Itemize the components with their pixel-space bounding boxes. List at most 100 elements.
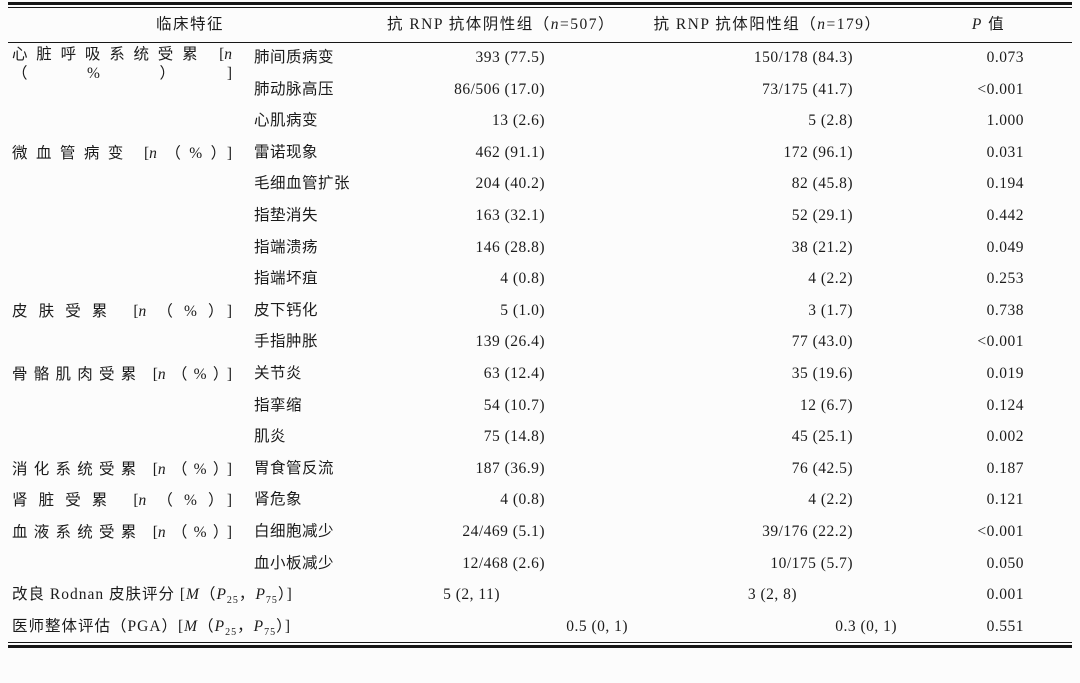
pos-value-cell: 172 (96.1) bbox=[783, 143, 854, 161]
table-row: 指端溃疡 146 (28.8) 38 (21.2) 0.049 bbox=[8, 232, 1072, 264]
category-cell: 心脏呼吸系统受累 [n （%）] bbox=[12, 45, 232, 82]
neg-value-cell: 63 (12.4) bbox=[483, 365, 546, 383]
subitem-cell: 心肌病变 bbox=[254, 112, 319, 130]
summary-row-rodnan-skin-score: 改良 Rodnan 皮肤评分 [M（P25，P75）] 5 (2, 11) 3 … bbox=[8, 579, 1072, 611]
p-value-cell: <0.001 bbox=[977, 333, 1025, 351]
neg-value-cell: 0.5 (0, 1) bbox=[566, 617, 629, 635]
subitem-cell: 肺间质病变 bbox=[254, 49, 335, 67]
p-value-cell: 0.049 bbox=[986, 238, 1025, 256]
subitem-cell: 毛细血管扩张 bbox=[254, 175, 351, 193]
p-value-cell: 0.073 bbox=[986, 49, 1025, 67]
p-value-cell: 0.019 bbox=[986, 365, 1025, 383]
table-row: 皮肤受累 [n（%）] 皮下钙化 5 (1.0) 3 (1.7) 0.738 bbox=[8, 295, 1072, 327]
table-row: 毛细血管扩张 204 (40.2) 82 (45.8) 0.194 bbox=[8, 168, 1072, 200]
neg-value-cell: 86/506 (17.0) bbox=[454, 80, 546, 98]
neg-value-cell: 13 (2.6) bbox=[491, 112, 546, 130]
category-cell: 医师整体评估（PGA）[M（P25，P75）] bbox=[12, 617, 291, 638]
table-bottom-rule bbox=[8, 642, 1072, 649]
neg-value-cell: 187 (36.9) bbox=[475, 459, 546, 477]
subitem-cell: 肺动脉高压 bbox=[254, 80, 335, 98]
p-value-cell: 0.253 bbox=[986, 270, 1025, 288]
pos-value-cell: 39/176 (22.2) bbox=[762, 523, 854, 541]
subitem-cell: 肌炎 bbox=[254, 428, 287, 446]
neg-value-cell: 462 (91.1) bbox=[475, 143, 546, 161]
table-header-row: 临床特征 抗 RNP 抗体阴性组（n=507） 抗 RNP 抗体阳性组（n=17… bbox=[8, 8, 1073, 42]
subitem-cell: 血小板减少 bbox=[254, 554, 335, 572]
neg-value-cell: 24/469 (5.1) bbox=[462, 523, 546, 541]
pos-value-cell: 45 (25.1) bbox=[791, 428, 854, 446]
pos-value-cell: 52 (29.1) bbox=[791, 207, 854, 225]
pos-value-cell: 82 (45.8) bbox=[791, 175, 854, 193]
neg-value-cell: 5 (2, 11) bbox=[443, 586, 501, 604]
table-body: 心脏呼吸系统受累 [n （%）] 肺间质病变 393 (77.5) 150/178 (8… bbox=[8, 42, 1072, 579]
table-row: 微血管病变 [n（%）] 雷诺现象 462 (91.1) 172 (96.1) 0.03… bbox=[8, 137, 1072, 169]
table-row: 指挛缩 54 (10.7) 12 (6.7) 0.124 bbox=[8, 390, 1072, 422]
table-row: 血小板减少 12/468 (2.6) 10/175 (5.7) 0.050 bbox=[8, 548, 1072, 580]
subitem-cell: 关节炎 bbox=[254, 365, 303, 383]
table-row: 骨骼肌肉受累 [n（%）] 关节炎 63 (12.4) 35 (19.6) 0.019 bbox=[8, 358, 1072, 390]
pos-value-cell: 35 (19.6) bbox=[791, 365, 854, 383]
neg-value-cell: 139 (26.4) bbox=[475, 333, 546, 351]
table-footer: 改良 Rodnan 皮肤评分 [M（P25，P75）] 5 (2, 11) 3 … bbox=[8, 579, 1072, 642]
p-value-cell: 0.002 bbox=[986, 428, 1025, 446]
p-value-cell: 0.194 bbox=[986, 175, 1025, 193]
category-cell: 消化系统受累 [n（%）] bbox=[12, 460, 232, 478]
category-cell: 改良 Rodnan 皮肤评分 [M（P25，P75）] bbox=[12, 586, 293, 607]
clinical-features-table: 临床特征 抗 RNP 抗体阴性组（n=507） 抗 RNP 抗体阳性组（n=17… bbox=[8, 8, 1073, 642]
pos-value-cell: 150/178 (84.3) bbox=[753, 49, 854, 67]
table-row: 肾脏受累 [n（%）] 肾危象 4 (0.8) 4 (2.2) 0.121 bbox=[8, 484, 1072, 516]
neg-value-cell: 163 (32.1) bbox=[475, 207, 546, 225]
p-value-cell: 0.001 bbox=[986, 586, 1025, 604]
table-row: 手指肿胀 139 (26.4) 77 (43.0) <0.001 bbox=[8, 326, 1072, 358]
neg-value-cell: 75 (14.8) bbox=[483, 428, 546, 446]
p-value-cell: 1.000 bbox=[986, 112, 1025, 130]
pos-value-cell: 76 (42.5) bbox=[791, 459, 854, 477]
table-top-rule bbox=[8, 2, 1072, 8]
category-cell: 肾脏受累 [n（%）] bbox=[12, 492, 232, 510]
p-value-cell: 0.551 bbox=[986, 617, 1025, 635]
table-row: 肌炎 75 (14.8) 45 (25.1) 0.002 bbox=[8, 421, 1072, 453]
subitem-cell: 手指肿胀 bbox=[254, 333, 319, 351]
category-cell: 血液系统受累 [n（%）] bbox=[12, 523, 232, 541]
table-row: 心肌病变 13 (2.6) 5 (2.8) 1.000 bbox=[8, 105, 1072, 137]
category-cell: 微血管病变 [n（%）] bbox=[12, 144, 232, 162]
neg-value-cell: 4 (0.8) bbox=[500, 491, 546, 509]
pos-value-cell: 38 (21.2) bbox=[791, 238, 854, 256]
table-row: 血液系统受累 [n（%）] 白细胞减少 24/469 (5.1) 39/176 (22… bbox=[8, 516, 1072, 548]
pos-value-cell: 4 (2.2) bbox=[808, 270, 854, 288]
pos-value-cell: 5 (2.8) bbox=[808, 112, 854, 130]
pos-value-cell: 73/175 (41.7) bbox=[762, 80, 854, 98]
neg-value-cell: 5 (1.0) bbox=[500, 301, 546, 319]
neg-value-cell: 393 (77.5) bbox=[475, 49, 546, 67]
table-row: 心脏呼吸系统受累 [n （%）] 肺间质病变 393 (77.5) 150/178 (8… bbox=[8, 42, 1072, 82]
pos-value-cell: 4 (2.2) bbox=[808, 491, 854, 509]
p-value-cell: 0.187 bbox=[986, 459, 1025, 477]
summary-row-pga: 医师整体评估（PGA）[M（P25，P75）] 0.5 (0, 1) 0.3 (… bbox=[8, 611, 1072, 643]
pos-value-cell: 3 (1.7) bbox=[808, 301, 854, 319]
subitem-cell: 指端溃疡 bbox=[254, 238, 319, 256]
header-p-value: P 值 bbox=[971, 16, 1006, 34]
subitem-cell: 雷诺现象 bbox=[254, 143, 319, 161]
subitem-cell: 胃食管反流 bbox=[254, 459, 335, 477]
neg-value-cell: 54 (10.7) bbox=[483, 396, 546, 414]
p-value-cell: <0.001 bbox=[977, 80, 1025, 98]
header-anti-rnp-positive-group: 抗 RNP 抗体阳性组（n=179） bbox=[653, 16, 882, 34]
subitem-cell: 指挛缩 bbox=[254, 396, 303, 414]
p-value-cell: 0.031 bbox=[986, 143, 1025, 161]
subitem-cell: 指端坏疽 bbox=[254, 270, 319, 288]
p-value-cell: 0.050 bbox=[986, 554, 1025, 572]
p-value-cell: 0.121 bbox=[986, 491, 1025, 509]
pos-value-cell: 0.3 (0, 1) bbox=[835, 617, 898, 635]
subitem-cell: 指垫消失 bbox=[254, 207, 319, 225]
subitem-cell: 皮下钙化 bbox=[254, 301, 319, 319]
pos-value-cell: 10/175 (5.7) bbox=[770, 554, 854, 572]
neg-value-cell: 204 (40.2) bbox=[475, 175, 546, 193]
subitem-cell: 肾危象 bbox=[254, 491, 303, 509]
category-cell: 骨骼肌肉受累 [n（%）] bbox=[12, 365, 232, 383]
header-clinical-feature: 临床特征 bbox=[156, 16, 225, 34]
pos-value-cell: 3 (2, 8) bbox=[747, 586, 798, 604]
neg-value-cell: 4 (0.8) bbox=[500, 270, 546, 288]
neg-value-cell: 12/468 (2.6) bbox=[462, 554, 546, 572]
p-value-cell: <0.001 bbox=[977, 523, 1025, 541]
pos-value-cell: 77 (43.0) bbox=[791, 333, 854, 351]
